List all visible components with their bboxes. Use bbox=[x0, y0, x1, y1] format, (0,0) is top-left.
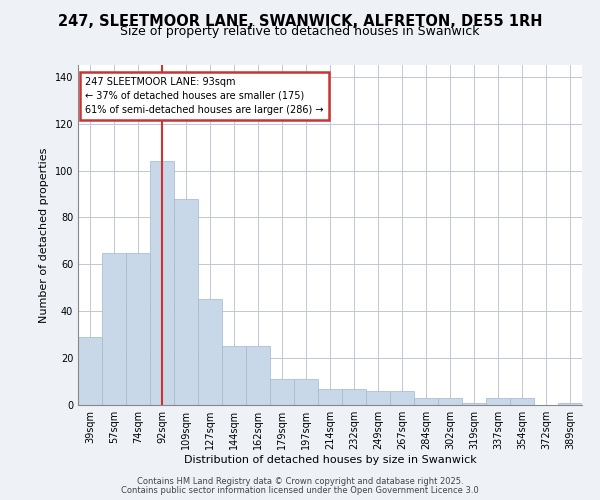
X-axis label: Distribution of detached houses by size in Swanwick: Distribution of detached houses by size … bbox=[184, 455, 476, 465]
Text: 247, SLEETMOOR LANE, SWANWICK, ALFRETON, DE55 1RH: 247, SLEETMOOR LANE, SWANWICK, ALFRETON,… bbox=[58, 14, 542, 29]
Bar bbox=[486, 398, 510, 405]
Bar bbox=[102, 252, 126, 405]
Bar bbox=[150, 161, 174, 405]
Bar bbox=[414, 398, 438, 405]
Text: 247 SLEETMOOR LANE: 93sqm
← 37% of detached houses are smaller (175)
61% of semi: 247 SLEETMOOR LANE: 93sqm ← 37% of detac… bbox=[85, 76, 324, 114]
Bar bbox=[318, 388, 342, 405]
Bar bbox=[222, 346, 246, 405]
Bar bbox=[246, 346, 270, 405]
Bar bbox=[510, 398, 534, 405]
Bar bbox=[366, 391, 390, 405]
Text: Contains public sector information licensed under the Open Government Licence 3.: Contains public sector information licen… bbox=[121, 486, 479, 495]
Bar bbox=[270, 379, 294, 405]
Bar bbox=[294, 379, 318, 405]
Bar bbox=[558, 402, 582, 405]
Bar bbox=[342, 388, 366, 405]
Bar bbox=[126, 252, 150, 405]
Text: Contains HM Land Registry data © Crown copyright and database right 2025.: Contains HM Land Registry data © Crown c… bbox=[137, 477, 463, 486]
Bar bbox=[438, 398, 462, 405]
Bar bbox=[174, 198, 198, 405]
Bar bbox=[390, 391, 414, 405]
Text: Size of property relative to detached houses in Swanwick: Size of property relative to detached ho… bbox=[120, 25, 480, 38]
Bar bbox=[462, 402, 486, 405]
Bar bbox=[198, 300, 222, 405]
Y-axis label: Number of detached properties: Number of detached properties bbox=[39, 148, 49, 322]
Bar bbox=[78, 337, 102, 405]
